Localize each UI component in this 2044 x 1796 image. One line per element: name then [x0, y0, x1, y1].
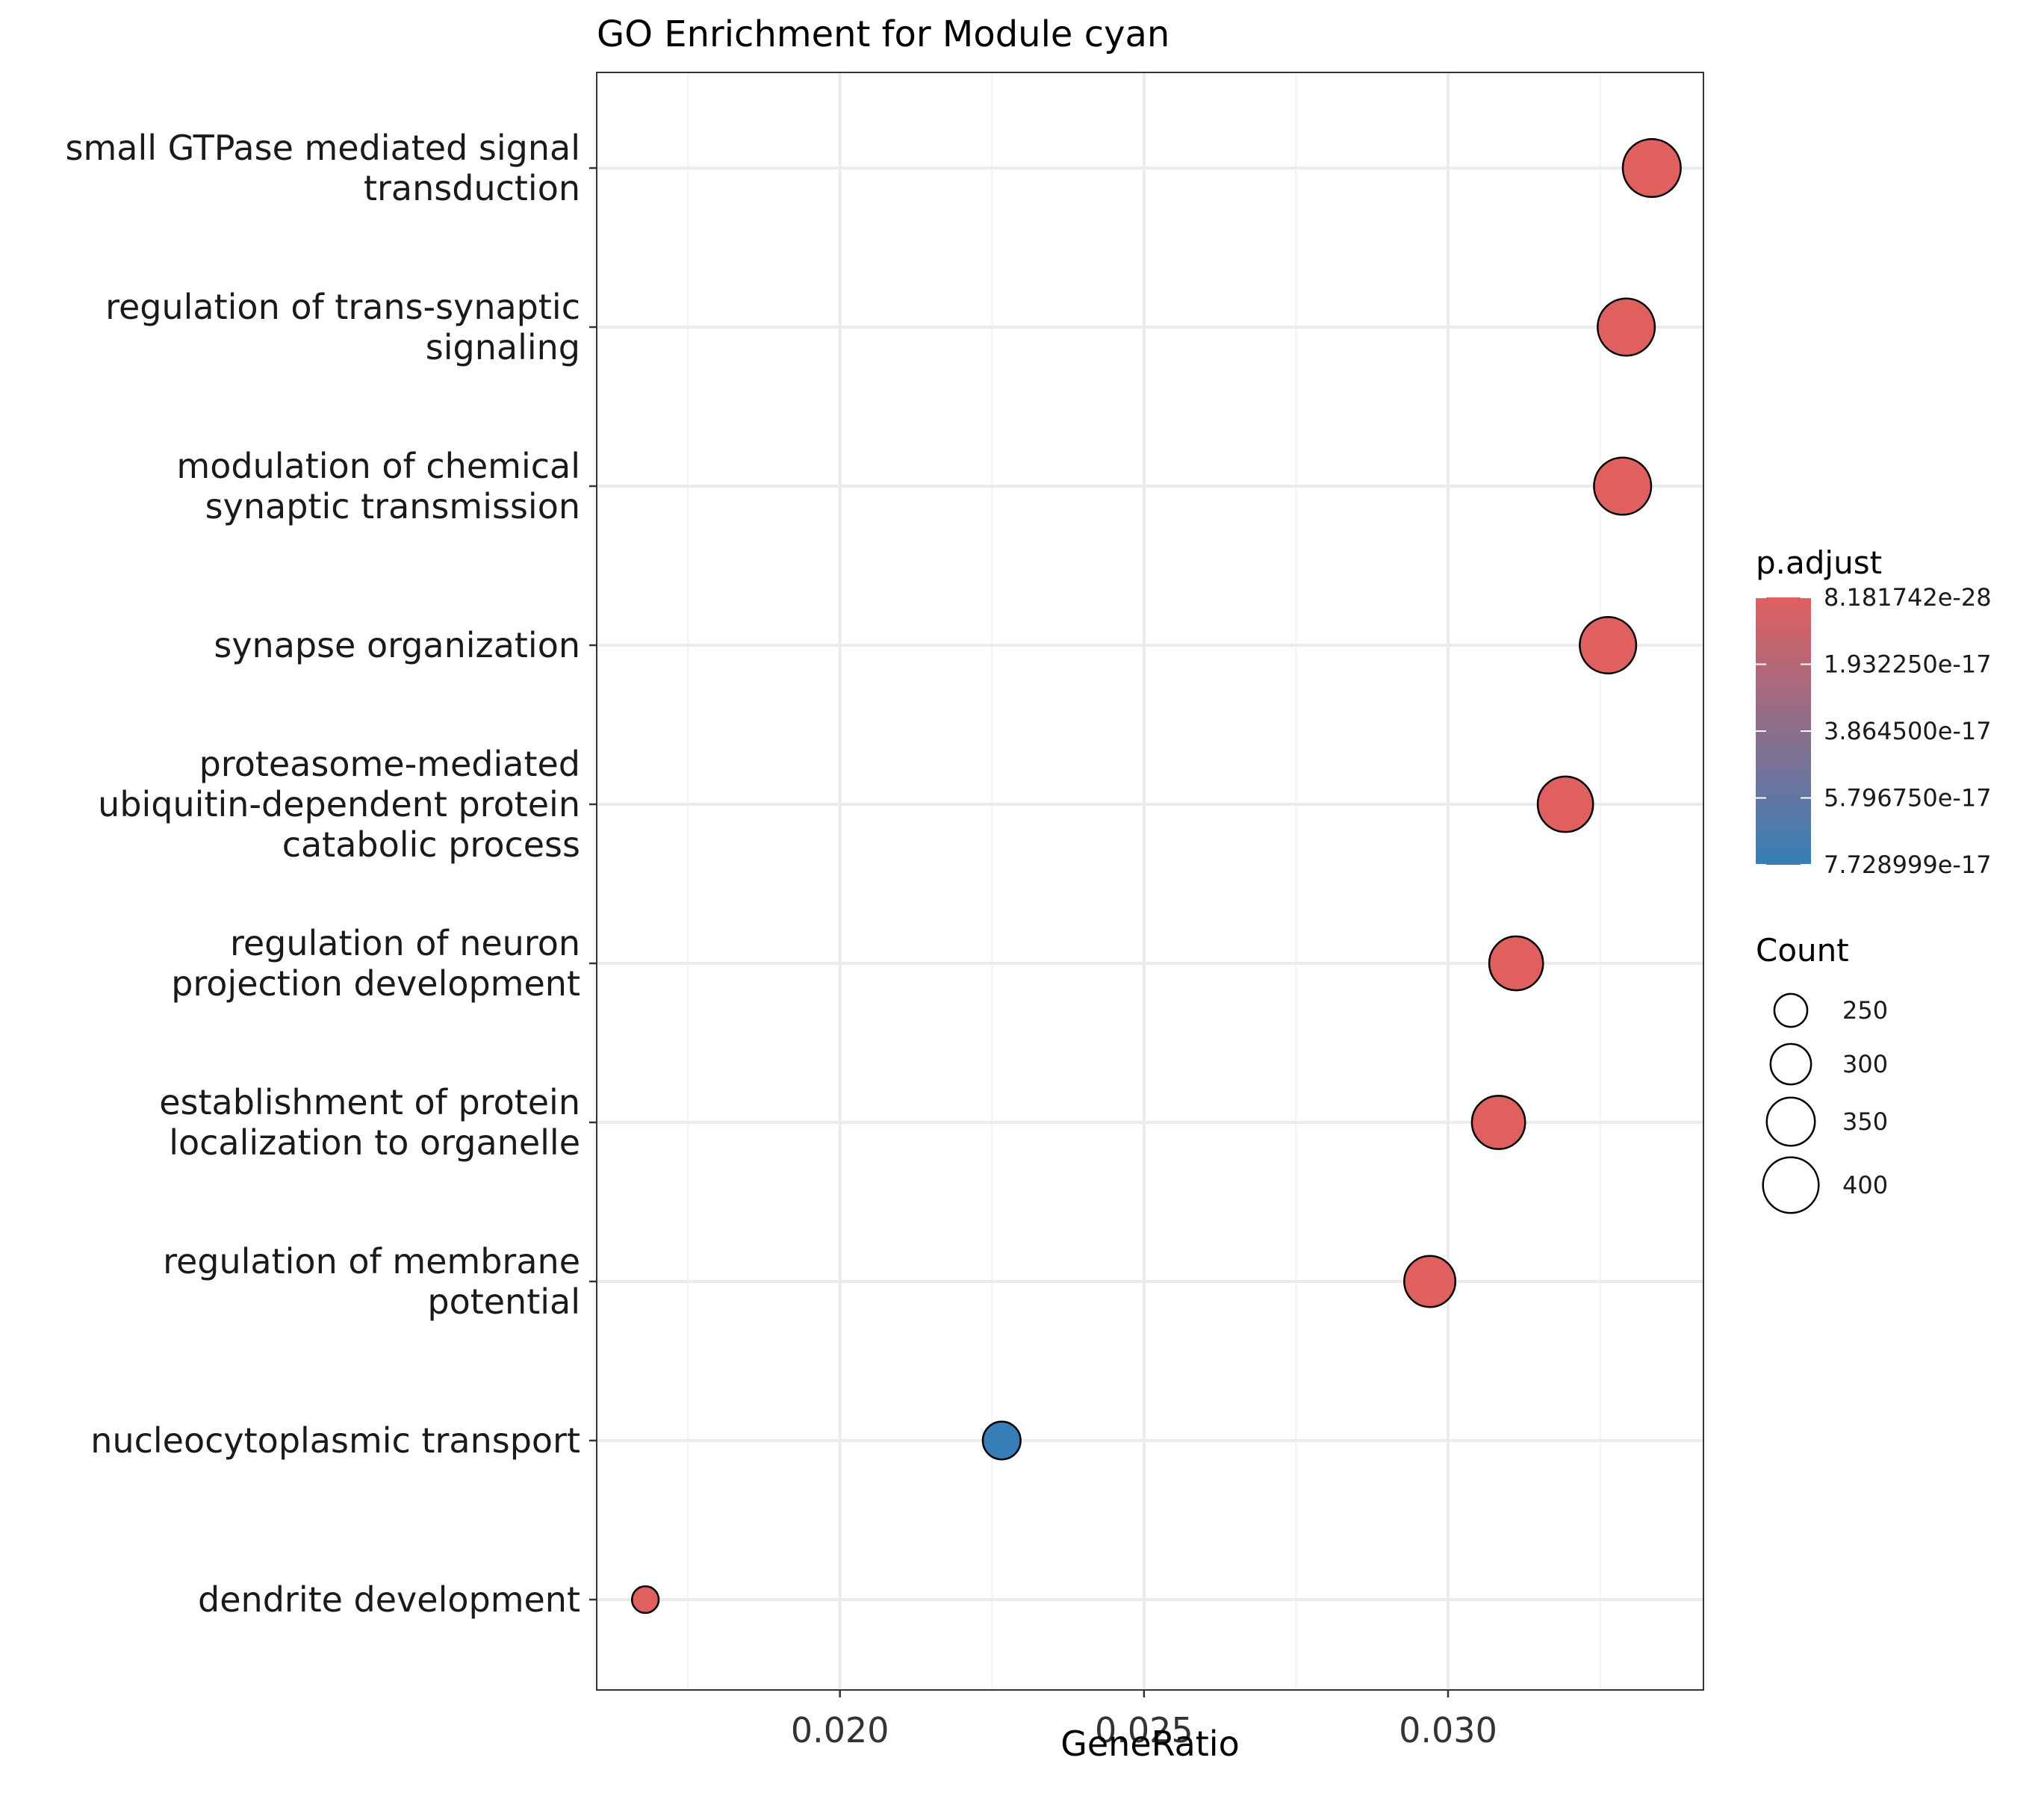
x-tick-label: 0.025: [1095, 1710, 1193, 1750]
grid-lines: [597, 72, 1703, 1690]
data-point: [1536, 775, 1594, 833]
color-legend-ticks: 8.181742e-28 1.932250e-17 3.864500e-17 5.79…: [1756, 583, 1992, 879]
plot-panel: [596, 72, 1704, 1691]
data-point: [1593, 456, 1653, 516]
size-legend-key: [1773, 992, 1809, 1028]
size-legend-key: [1762, 1156, 1820, 1214]
color-legend-label: 7.728999e-17: [1824, 851, 1992, 879]
data-point: [981, 1420, 1022, 1461]
x-axis-label: GeneRatio: [1060, 1724, 1240, 1764]
data-point: [630, 1585, 660, 1615]
size-legend-items: 250 300 350 400: [1762, 992, 1888, 1214]
y-tick-label: signaling: [426, 327, 580, 367]
y-tick-label: dendrite development: [198, 1579, 580, 1620]
x-tick-label: 0.030: [1399, 1710, 1497, 1750]
size-legend-label: 300: [1842, 1050, 1888, 1078]
y-tick-label: catabolic process: [282, 824, 580, 865]
y-tick-label: regulation of trans-synaptic: [105, 287, 580, 327]
data-point: [1470, 1095, 1526, 1150]
color-legend-label: 3.864500e-17: [1824, 717, 1992, 745]
y-tick-label: small GTPase mediated signal: [65, 128, 580, 168]
size-legend-key: [1765, 1096, 1816, 1147]
y-tick-label: synaptic transmission: [205, 486, 580, 526]
data-point: [1403, 1255, 1457, 1308]
data-point: [1621, 137, 1682, 199]
color-legend-label: 5.796750e-17: [1824, 784, 1992, 812]
color-legend-label: 1.932250e-17: [1824, 650, 1992, 679]
x-tick-label: 0.020: [791, 1710, 889, 1750]
y-tick-label: potential: [427, 1281, 580, 1322]
y-tick-label: regulation of neuron: [230, 923, 580, 963]
data-point: [1488, 935, 1544, 992]
y-tick-label: synapse organization: [214, 625, 580, 665]
chart-title: GO Enrichment for Module cyan: [597, 13, 1169, 55]
y-tick-label: establishment of protein: [159, 1082, 580, 1122]
size-legend-label: 400: [1842, 1171, 1888, 1199]
size-legend-title: Count: [1756, 932, 1849, 969]
color-legend-label: 8.181742e-28: [1824, 583, 1992, 612]
size-legend-label: 350: [1842, 1107, 1888, 1136]
y-axis-labels: small GTPase mediated signaltransduction…: [65, 128, 597, 1620]
y-tick-label: localization to organelle: [169, 1122, 580, 1163]
y-tick-label: proteasome-mediated: [199, 744, 580, 784]
y-tick-label: nucleocytoplasmic transport: [90, 1420, 580, 1461]
x-axis-ticks: 0.020 0.025 0.030: [791, 1690, 1497, 1750]
color-legend-title: p.adjust: [1756, 544, 1882, 581]
color-legend: p.adjust 8.181742e-28 1.932250e-17 3.86450…: [1756, 544, 1992, 879]
data-point: [1579, 615, 1638, 675]
y-tick-label: regulation of membrane: [163, 1241, 580, 1281]
y-tick-label: modulation of chemical: [176, 446, 580, 486]
y-tick-label: ubiquitin-dependent protein: [98, 784, 580, 824]
data-point: [1597, 297, 1656, 357]
y-tick-label: projection development: [171, 963, 580, 1004]
size-legend-key: [1769, 1043, 1812, 1086]
y-tick-label: transduction: [364, 168, 580, 208]
size-legend-label: 250: [1842, 996, 1888, 1025]
data-points: [630, 137, 1682, 1615]
size-legend: Count 250 300 350 400: [1756, 932, 1888, 1214]
